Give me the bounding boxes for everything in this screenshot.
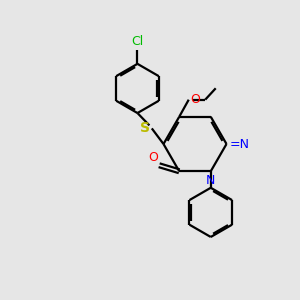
Text: O: O bbox=[148, 151, 158, 164]
Text: Cl: Cl bbox=[131, 35, 144, 48]
Text: N: N bbox=[206, 174, 215, 187]
Text: O: O bbox=[190, 93, 200, 106]
Text: =N: =N bbox=[230, 137, 250, 151]
Text: S: S bbox=[140, 121, 150, 135]
